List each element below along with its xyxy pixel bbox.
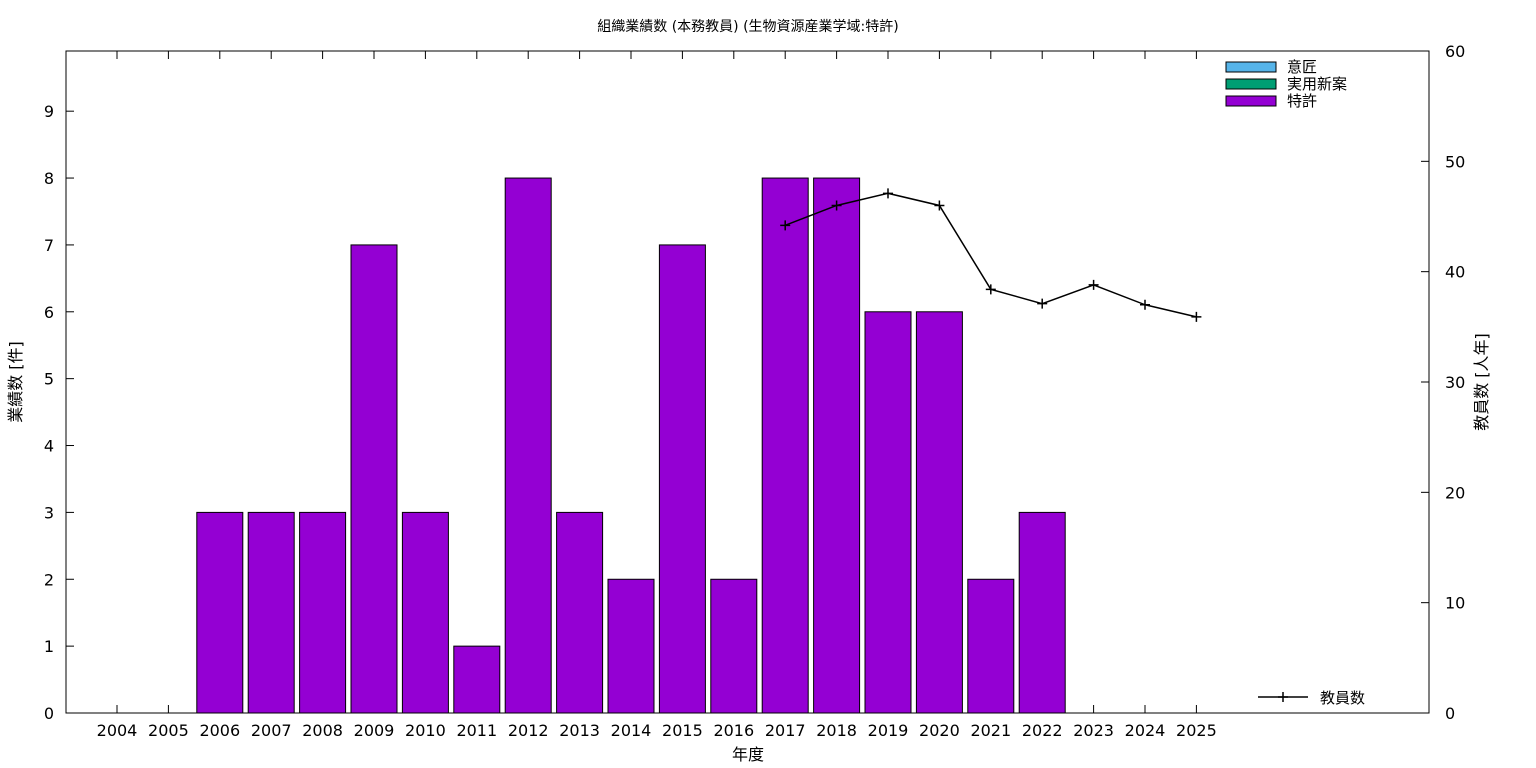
x-tick-label: 2015 (662, 721, 703, 740)
faculty-point (934, 200, 945, 211)
x-tick-label: 2009 (354, 721, 395, 740)
bar-tokkyo (1018, 511, 1066, 714)
x-tick-label: 2008 (302, 721, 343, 740)
y2-tick-label: 0 (1445, 704, 1455, 723)
bar-tokkyo (299, 511, 347, 714)
bar-tokkyo (607, 578, 655, 714)
legend-swatch-tokkyo (1225, 95, 1277, 107)
y2-axis-tick-labels: 0 10 20 30 40 50 60 (1445, 42, 1465, 723)
legend-label-tokkyo: 特許 (1287, 92, 1317, 110)
y-axis-title: 業績数 [件] (6, 341, 25, 423)
bar-tokkyo (864, 311, 912, 714)
bar-tokkyo (658, 244, 706, 714)
x-tick-label: 2014 (611, 721, 652, 740)
bar-tokkyo (915, 311, 963, 714)
y-tick-label: 9 (44, 102, 54, 121)
x-tick-label: 2017 (765, 721, 806, 740)
legend-swatch-jitsuyo (1225, 78, 1277, 90)
x-tick-label: 2005 (148, 721, 189, 740)
legend: 意匠 実用新案 特許 教員数 (1225, 58, 1365, 707)
faculty-point (883, 188, 893, 199)
bar-tokkyo (710, 578, 758, 714)
bar-series (196, 177, 1066, 714)
faculty-point (1088, 279, 1099, 290)
x-tick-label: 2021 (970, 721, 1011, 740)
x-tick-label: 2024 (1125, 721, 1166, 740)
bar-tokkyo (813, 177, 861, 714)
bar-tokkyo (453, 645, 501, 714)
y2-tick-label: 20 (1445, 483, 1465, 502)
x-tick-label: 2022 (1022, 721, 1063, 740)
bar-tokkyo (556, 511, 604, 714)
y-axis-tick-labels: 0 1 2 3 4 5 6 7 8 9 (44, 102, 54, 723)
x-tick-label: 2010 (405, 721, 446, 740)
faculty-point (1140, 299, 1150, 310)
bar-tokkyo (196, 511, 244, 714)
legend-line-marker (1278, 692, 1288, 702)
y-tick-label: 6 (44, 303, 54, 322)
line-series (780, 188, 1202, 322)
x-axis-title: 年度 (732, 745, 764, 764)
x-tick-label: 2007 (251, 721, 292, 740)
x-tick-label: 2011 (456, 721, 497, 740)
y2-axis-title: 教員数 [人年] (1472, 333, 1491, 431)
faculty-point (1191, 311, 1202, 322)
y2-tick-label: 10 (1445, 594, 1465, 613)
legend-swatch-isho (1225, 61, 1277, 73)
y-tick-label: 2 (44, 570, 54, 589)
y2-tick-label: 50 (1445, 152, 1465, 171)
x-tick-label: 2025 (1176, 721, 1217, 740)
faculty-point (780, 220, 791, 231)
legend-label-isho: 意匠 (1287, 58, 1317, 76)
x-tick-label: 2004 (97, 721, 138, 740)
y-tick-label: 5 (44, 370, 54, 389)
x-tick-label: 2018 (816, 721, 857, 740)
bar-tokkyo (401, 511, 449, 714)
x-tick-label: 2020 (919, 721, 960, 740)
x-tick-label: 2006 (199, 721, 240, 740)
y-tick-label: 7 (44, 236, 54, 255)
y-tick-label: 3 (44, 503, 54, 522)
y2-tick-label: 30 (1445, 373, 1465, 392)
x-tick-label: 2023 (1073, 721, 1114, 740)
y-tick-label: 4 (44, 437, 54, 456)
chart-title: 組織業績数 (本務教員) (生物資源産業学域:特許) (597, 19, 898, 35)
faculty-point (831, 200, 842, 211)
bar-tokkyo (967, 578, 1015, 714)
bar-tokkyo (504, 177, 552, 714)
x-tick-label: 2013 (559, 721, 600, 740)
bar-tokkyo (247, 511, 295, 714)
y2-tick-label: 60 (1445, 42, 1465, 61)
bar-tokkyo (350, 244, 398, 714)
y2-tick-label: 40 (1445, 263, 1465, 282)
legend-label-jitsuyo: 実用新案 (1287, 75, 1347, 93)
faculty-point (985, 284, 996, 295)
x-axis-tick-labels: 2004 2005 2006 2007 2008 2009 2010 2011 2012 2013… (97, 721, 1217, 740)
x-tick-label: 2019 (868, 721, 909, 740)
bar-tokkyo (761, 177, 809, 714)
legend-label-faculty: 教員数 (1320, 689, 1365, 707)
y-tick-label: 1 (44, 637, 54, 656)
x-tick-label: 2012 (508, 721, 549, 740)
y-tick-label: 8 (44, 169, 54, 188)
y-tick-label: 0 (44, 704, 54, 723)
faculty-point (1037, 298, 1048, 309)
x-tick-label: 2016 (713, 721, 754, 740)
